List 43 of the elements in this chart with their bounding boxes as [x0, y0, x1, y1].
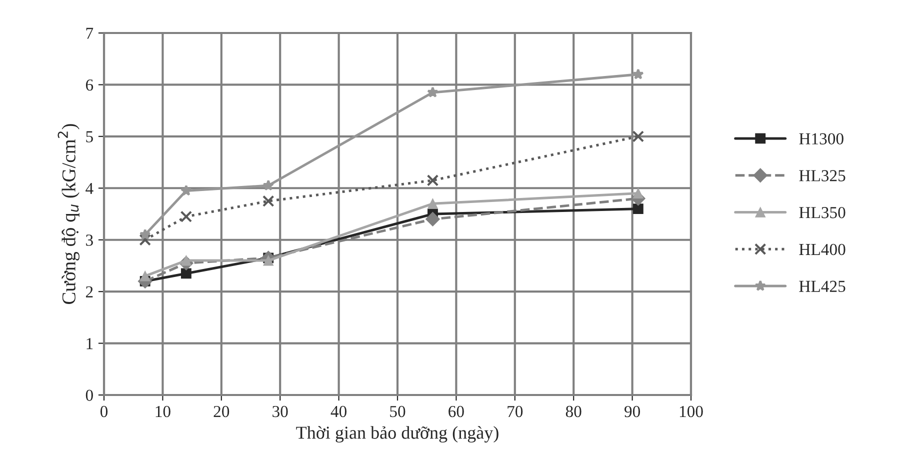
point [262, 195, 274, 207]
y-tick-label: 1 [86, 338, 93, 350]
point [262, 180, 274, 191]
point [263, 255, 274, 266]
y-axis-title: Cường độ q$_{u}$ (kG/cm$^{2}$) [58, 124, 80, 304]
point [140, 270, 150, 282]
x-axis-title: Thời gian bảo dưỡng (ngày) [296, 426, 498, 443]
y-tick-label: 4 [86, 182, 94, 194]
y-tick-label: 6 [86, 79, 94, 91]
y-tick-label: 3 [86, 234, 93, 246]
point [425, 212, 440, 226]
x-tick-label: 20 [214, 406, 230, 418]
point [139, 234, 151, 246]
y-tick-label: 5 [86, 131, 93, 142]
point [632, 68, 644, 80]
point [139, 228, 151, 240]
legend-label: HL425 [799, 280, 846, 292]
point [180, 210, 192, 222]
x-tick-label: 90 [624, 406, 640, 418]
x-tick-label: 50 [390, 406, 406, 418]
point [632, 188, 644, 199]
x-tick-label: 30 [272, 406, 288, 418]
point [427, 86, 438, 98]
point [632, 204, 644, 214]
legend-label: HL350 [799, 206, 846, 218]
y-tick-label: 0 [86, 390, 93, 401]
point [426, 174, 439, 186]
x-tick-label: 80 [566, 406, 582, 418]
x-tick-label: 100 [680, 406, 703, 418]
point [180, 184, 192, 196]
y-tick-label: 7 [86, 28, 94, 39]
x-tick-label: 10 [156, 406, 170, 418]
point [632, 130, 644, 142]
x-tick-label: 0 [100, 406, 108, 418]
legend-label: H1300 [799, 133, 844, 144]
point [180, 268, 192, 279]
x-tick-label: 60 [448, 406, 464, 418]
legend-label: HL400 [799, 244, 846, 256]
x-tick-label: 70 [508, 406, 523, 418]
y-tick-label: 2 [86, 286, 93, 298]
legend-label: HL325 [799, 170, 846, 182]
point [428, 198, 438, 209]
x-tick-label: 40 [330, 406, 346, 418]
